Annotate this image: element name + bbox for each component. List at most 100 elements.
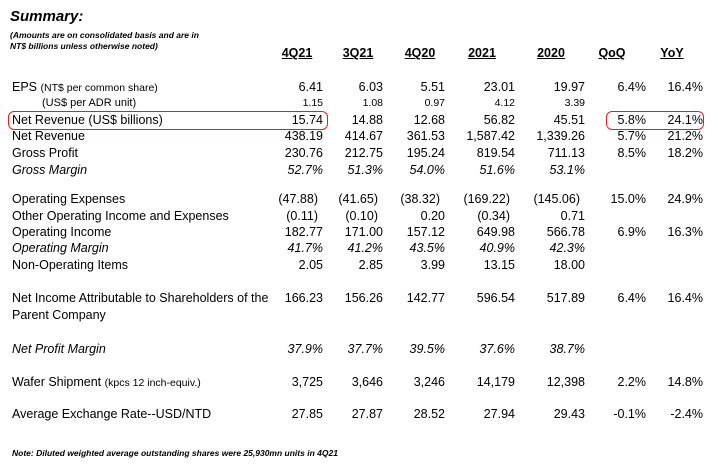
highlight-box bbox=[8, 111, 328, 130]
row-label: Non-Operating Items bbox=[12, 258, 129, 272]
cell-value: 142.77 bbox=[406, 291, 445, 305]
cell-value: 16.4% bbox=[667, 291, 703, 305]
cell-value: 157.12 bbox=[406, 225, 445, 239]
cell-value: 3,725 bbox=[291, 375, 323, 389]
cell-value: 12,398 bbox=[546, 375, 585, 389]
cell-value: (145.06) bbox=[533, 192, 580, 206]
cell-value: 1,339.26 bbox=[536, 129, 585, 143]
column-header: YoY bbox=[660, 46, 684, 60]
cell-value: 2.2% bbox=[617, 375, 647, 389]
cell-value: 15.0% bbox=[610, 192, 646, 206]
column-header: 2021 bbox=[468, 46, 496, 60]
column-header: 4Q20 bbox=[404, 46, 436, 60]
cell-value: (38.32) bbox=[400, 192, 440, 206]
cell-value: 51.3% bbox=[347, 163, 383, 177]
cell-value: 27.94 bbox=[483, 407, 515, 421]
cell-value: 6.9% bbox=[617, 225, 647, 239]
cell-value: 37.9% bbox=[287, 342, 323, 356]
column-header: QoQ bbox=[598, 46, 626, 60]
cell-value: 1.15 bbox=[302, 97, 323, 109]
cell-value: 18.2% bbox=[667, 146, 703, 160]
row-note: (NT$ per common share) bbox=[40, 82, 158, 94]
cell-value: 13.15 bbox=[483, 258, 515, 272]
row-label: Operating Income bbox=[12, 225, 112, 239]
cell-value: 28.52 bbox=[413, 407, 445, 421]
cell-value: 195.24 bbox=[406, 146, 445, 160]
cell-value: 12.68 bbox=[413, 113, 445, 127]
cell-value: (41.65) bbox=[338, 192, 378, 206]
cell-value: 5.8% bbox=[617, 113, 647, 127]
cell-value: 3,646 bbox=[351, 375, 383, 389]
cell-value: (0.10) bbox=[345, 209, 378, 223]
cell-value: 4.12 bbox=[494, 97, 515, 109]
cell-value: 14,179 bbox=[476, 375, 515, 389]
cell-value: 3.99 bbox=[420, 258, 445, 272]
cell-value: 566.78 bbox=[546, 225, 585, 239]
cell-value: 6.4% bbox=[617, 80, 647, 94]
cell-value: 361.53 bbox=[406, 129, 445, 143]
cell-value: 23.01 bbox=[483, 80, 515, 94]
cell-value: 517.89 bbox=[546, 291, 585, 305]
cell-value: 5.51 bbox=[420, 80, 445, 94]
cell-value: 3,246 bbox=[413, 375, 445, 389]
cell-value: 1,587.42 bbox=[466, 129, 515, 143]
cell-value: 6.4% bbox=[617, 291, 647, 305]
cell-value: 6.03 bbox=[358, 80, 383, 94]
cell-value: 53.1% bbox=[549, 163, 585, 177]
cell-value: 1.08 bbox=[362, 97, 383, 109]
row-label: EPS (NT$ per common share) bbox=[12, 79, 158, 96]
cell-value: 5.7% bbox=[617, 129, 647, 143]
cell-value: 2.05 bbox=[298, 258, 323, 272]
cell-value: 43.5% bbox=[409, 241, 445, 255]
cell-value: 166.23 bbox=[284, 291, 323, 305]
cell-value: 37.6% bbox=[479, 342, 515, 356]
cell-value: 39.5% bbox=[409, 342, 445, 356]
cell-value: 438.19 bbox=[284, 129, 323, 143]
cell-value: 649.98 bbox=[476, 225, 515, 239]
cell-value: -0.1% bbox=[613, 407, 646, 421]
title: Summary: bbox=[10, 8, 84, 25]
row-label: Net Profit Margin bbox=[12, 342, 106, 356]
cell-value: 38.7% bbox=[549, 342, 585, 356]
cell-value: 15.74 bbox=[291, 113, 323, 127]
cell-value: 414.67 bbox=[344, 129, 383, 143]
column-header: 2020 bbox=[537, 46, 565, 60]
cell-value: 27.85 bbox=[291, 407, 323, 421]
cell-value: 819.54 bbox=[476, 146, 515, 160]
cell-value: (169.22) bbox=[463, 192, 510, 206]
subtitle: NT$ billions unless otherwise noted) bbox=[10, 41, 158, 51]
cell-value: 0.71 bbox=[560, 209, 585, 223]
cell-value: 3.39 bbox=[564, 97, 585, 109]
row-label: Other Operating Income and Expenses bbox=[12, 209, 229, 223]
footnote: Note: Diluted weighted average outstandi… bbox=[12, 448, 338, 458]
row-note: (kpcs 12 inch-equiv.) bbox=[104, 377, 201, 389]
cell-value: 182.77 bbox=[284, 225, 323, 239]
cell-value: 45.51 bbox=[553, 113, 585, 127]
row-label: Gross Margin bbox=[12, 163, 88, 177]
row-label: Net Revenue (US$ billions) bbox=[12, 113, 163, 127]
cell-value: 40.9% bbox=[479, 241, 515, 255]
row-label: Net Income Attributable to Shareholders … bbox=[12, 291, 269, 322]
cell-value: 8.5% bbox=[617, 146, 647, 160]
row-label-text: EPS bbox=[12, 80, 38, 94]
cell-value: 52.7% bbox=[287, 163, 323, 177]
row-label: (US$ per ADR unit) bbox=[42, 97, 137, 109]
cell-value: 54.0% bbox=[409, 163, 445, 177]
cell-value: 0.20 bbox=[420, 209, 445, 223]
cell-value: 16.3% bbox=[667, 225, 703, 239]
column-header: 4Q21 bbox=[281, 46, 313, 60]
row-label-text: Wafer Shipment bbox=[12, 375, 102, 389]
row-label: Average Exchange Rate--USD/NTD bbox=[12, 407, 212, 421]
cell-value: 24.9% bbox=[667, 192, 703, 206]
cell-value: 37.7% bbox=[347, 342, 383, 356]
cell-value: 596.54 bbox=[476, 291, 515, 305]
cell-value: 56.82 bbox=[483, 113, 515, 127]
cell-value: 41.7% bbox=[287, 241, 323, 255]
cell-value: 212.75 bbox=[344, 146, 383, 160]
cell-value: (47.88) bbox=[278, 192, 318, 206]
subtitle: (Amounts are on consolidated basis and a… bbox=[10, 30, 199, 40]
cell-value: (0.34) bbox=[477, 209, 510, 223]
row-label: Net Revenue bbox=[12, 129, 85, 143]
cell-value: (0.11) bbox=[286, 209, 318, 223]
